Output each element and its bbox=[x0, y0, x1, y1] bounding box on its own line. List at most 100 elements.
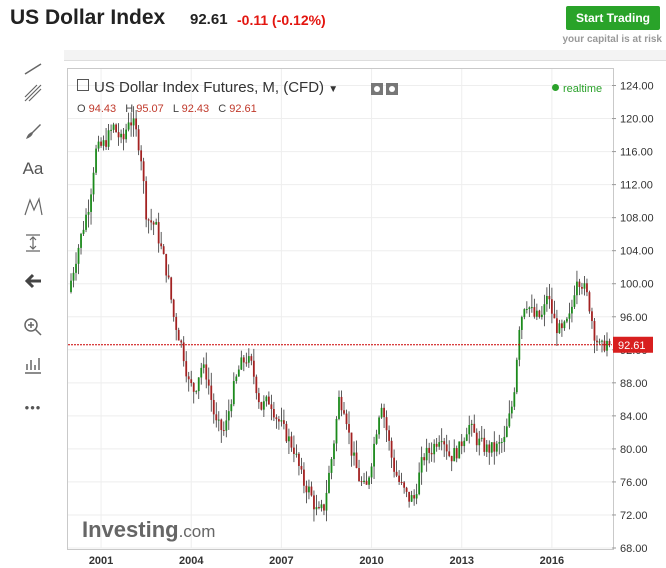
candle-body bbox=[215, 414, 218, 421]
candle-body bbox=[410, 495, 413, 502]
candle-body bbox=[235, 376, 238, 382]
y-tick-label: 68.00 bbox=[620, 543, 648, 555]
x-tick-label: 2001 bbox=[89, 555, 113, 567]
legend-settings[interactable] bbox=[370, 82, 400, 96]
candle-body bbox=[285, 423, 288, 442]
candle-body bbox=[328, 472, 330, 493]
candle-body bbox=[247, 356, 250, 363]
high-value: 95.07 bbox=[136, 103, 164, 115]
candle-body bbox=[383, 407, 385, 418]
collapse-icon[interactable] bbox=[77, 79, 89, 91]
y-tick-label: 88.00 bbox=[620, 378, 648, 390]
candle-body bbox=[257, 393, 260, 403]
candle-body bbox=[277, 419, 280, 422]
candle-body bbox=[490, 442, 493, 453]
candle-body bbox=[483, 437, 486, 452]
candle-body bbox=[335, 418, 338, 444]
candle-body bbox=[82, 229, 85, 234]
x-tick-label: 2010 bbox=[359, 555, 383, 567]
candle-body bbox=[561, 323, 563, 329]
back-arrow-icon[interactable] bbox=[18, 268, 48, 294]
more-icon[interactable]: ••• bbox=[24, 399, 42, 415]
y-tick-label: 120.00 bbox=[620, 114, 654, 126]
candle-body bbox=[513, 392, 516, 407]
candle-body bbox=[325, 492, 328, 511]
candle-body bbox=[170, 277, 173, 300]
candle-body bbox=[87, 211, 90, 215]
pitchfork-icon[interactable] bbox=[18, 80, 48, 106]
candle-body bbox=[192, 383, 195, 392]
candle-body bbox=[485, 444, 488, 452]
candle-body bbox=[470, 423, 473, 426]
instrument-legend[interactable]: US Dollar Index Futures, M, (CFD) ▼ bbox=[77, 79, 338, 96]
candle-body bbox=[495, 443, 498, 452]
candle-body bbox=[578, 281, 581, 287]
candle-body bbox=[330, 459, 333, 473]
status-dot-icon bbox=[552, 84, 559, 91]
price-change: -0.11 (-0.12%) bbox=[237, 12, 326, 28]
candle-body bbox=[187, 376, 190, 380]
pattern-icon[interactable] bbox=[18, 194, 48, 220]
candle-body bbox=[528, 307, 531, 310]
candle-body bbox=[135, 118, 138, 130]
start-trading-button[interactable]: Start Trading bbox=[566, 6, 660, 30]
chart-settings-icon[interactable] bbox=[18, 352, 48, 378]
candle-body bbox=[308, 486, 310, 493]
candle-body bbox=[358, 468, 360, 482]
candle-body bbox=[430, 452, 433, 455]
candle-body bbox=[553, 313, 556, 319]
candle-body bbox=[70, 280, 72, 292]
candle-body bbox=[400, 481, 403, 483]
candle-body bbox=[160, 243, 163, 247]
candle-body bbox=[315, 507, 318, 510]
candle-body bbox=[343, 410, 345, 414]
page-title: US Dollar Index bbox=[10, 6, 166, 29]
candle-body bbox=[132, 118, 135, 126]
y-tick-label: 76.00 bbox=[620, 477, 648, 489]
chart-area[interactable] bbox=[67, 68, 614, 550]
chevron-down-icon[interactable]: ▼ bbox=[328, 84, 339, 95]
candle-body bbox=[450, 455, 453, 462]
candle-body bbox=[75, 263, 77, 273]
candle-body bbox=[378, 417, 380, 435]
y-tick-label: 108.00 bbox=[620, 213, 654, 225]
candle-body bbox=[530, 307, 533, 309]
candle-body bbox=[125, 129, 128, 140]
candle-body bbox=[195, 391, 198, 393]
brush-icon[interactable] bbox=[18, 118, 48, 144]
candle-body bbox=[405, 487, 408, 492]
zoom-icon[interactable] bbox=[18, 314, 48, 340]
candle-body bbox=[535, 310, 538, 317]
candle-body bbox=[413, 495, 416, 499]
high-label: H bbox=[125, 103, 134, 115]
candle-body bbox=[102, 140, 105, 146]
trend-line-icon[interactable] bbox=[18, 56, 48, 82]
candle-body bbox=[458, 441, 461, 459]
candle-body bbox=[107, 130, 110, 147]
text-icon[interactable]: Aa bbox=[22, 159, 44, 178]
candle-body bbox=[555, 318, 558, 334]
candle-body bbox=[498, 442, 501, 444]
candle-body bbox=[408, 491, 411, 502]
candle-body bbox=[90, 194, 92, 212]
y-tick-label: 124.00 bbox=[620, 81, 654, 93]
candle-body bbox=[596, 340, 598, 343]
candle-body bbox=[488, 444, 491, 453]
candle-body bbox=[303, 469, 305, 486]
candle-body bbox=[438, 442, 441, 447]
candle-body bbox=[255, 376, 258, 394]
y-tick-label: 104.00 bbox=[620, 246, 654, 258]
candle-body bbox=[115, 124, 117, 133]
candle-body bbox=[608, 340, 611, 345]
candle-body bbox=[72, 272, 75, 281]
candle-body bbox=[177, 329, 180, 341]
candle-body bbox=[348, 424, 350, 433]
x-tick-label: 2016 bbox=[540, 555, 564, 567]
candle-body bbox=[122, 133, 125, 140]
candle-body bbox=[558, 323, 561, 334]
candle-body bbox=[310, 486, 313, 496]
x-tick-label: 2007 bbox=[269, 555, 293, 567]
measure-icon[interactable] bbox=[18, 230, 48, 256]
candle-body bbox=[117, 132, 120, 138]
